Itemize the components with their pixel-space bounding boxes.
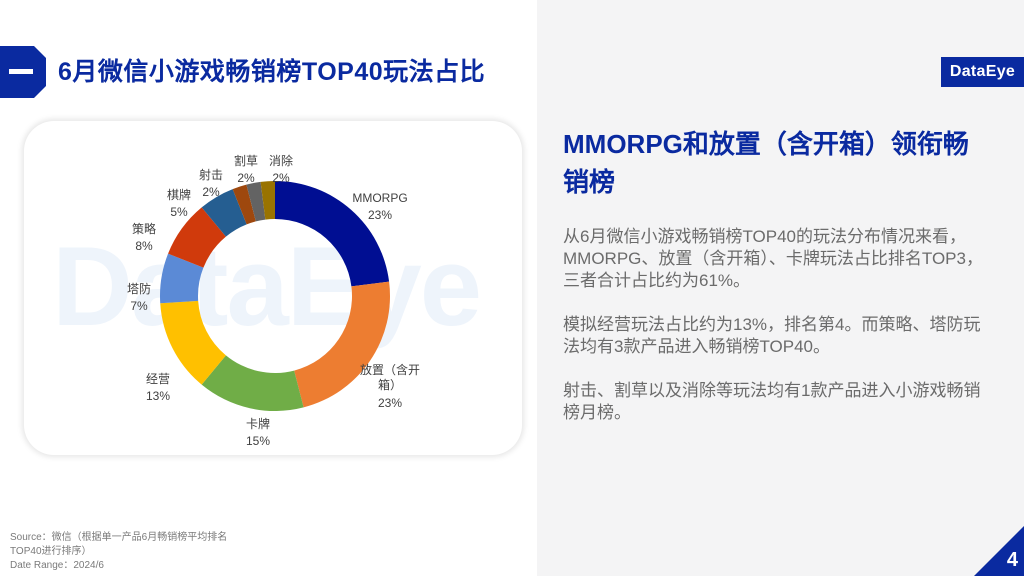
- svg-text:2%: 2%: [202, 185, 220, 199]
- svg-text:2%: 2%: [272, 171, 290, 185]
- svg-text:23%: 23%: [378, 396, 402, 410]
- donut-chart: MMORPG 23% 放置（含开箱） 23% 卡牌 15% 经营 13% 塔防 7% 策略 8% 棋牌 5…: [127, 153, 420, 448]
- source-line: TOP40进行排序）: [10, 546, 92, 557]
- donut-slice: [159, 253, 204, 304]
- svg-text:放置（含开: 放置（含开: [360, 362, 420, 377]
- svg-text:卡牌: 卡牌: [246, 417, 270, 431]
- svg-text:射击: 射击: [199, 167, 223, 182]
- dataeye-logo: DataEye: [941, 57, 1024, 87]
- donut-slice: [232, 184, 256, 225]
- svg-text:8%: 8%: [135, 239, 153, 253]
- svg-text:箱）: 箱）: [378, 377, 402, 392]
- data-label: MMORPG 23%: [352, 191, 407, 222]
- svg-text:消除: 消除: [269, 153, 293, 168]
- donut-slice: [294, 281, 391, 408]
- data-label: 塔防 7%: [127, 281, 151, 313]
- insight-body: 从6月微信小游戏畅销榜TOP40的玩法分布情况来看，MMORPG、放置（含开箱）…: [563, 226, 983, 446]
- data-label: 经营 13%: [146, 372, 170, 403]
- data-label: 割草 2%: [234, 153, 258, 185]
- svg-text:MMORPG: MMORPG: [352, 191, 407, 205]
- donut-slice: [260, 181, 275, 220]
- donut-slice: [160, 300, 226, 385]
- svg-text:棋牌: 棋牌: [167, 188, 191, 202]
- donut-slice: [168, 207, 226, 268]
- svg-text:2%: 2%: [237, 171, 255, 185]
- source-note: Source：微信（根据单一产品6月畅销榜平均排名 TOP40进行排序） Dat…: [10, 531, 270, 573]
- svg-text:23%: 23%: [368, 208, 392, 222]
- svg-text:塔防: 塔防: [127, 281, 151, 296]
- source-line: Source：微信（根据单一产品6月畅销榜平均排名: [10, 532, 228, 543]
- donut-slice: [246, 181, 266, 222]
- svg-text:割草: 割草: [234, 153, 258, 168]
- donut-slice: [201, 355, 304, 411]
- data-label: 消除 2%: [269, 153, 293, 185]
- insight-paragraph: 模拟经营玩法占比约为13%，排名第4。而策略、塔防玩法均有3款产品进入畅销榜TO…: [563, 315, 981, 356]
- donut-slice: [275, 181, 390, 287]
- page-title: 6月微信小游戏畅销榜TOP40玩法占比: [58, 58, 486, 86]
- svg-text:经营: 经营: [146, 372, 170, 386]
- svg-text:15%: 15%: [246, 434, 270, 448]
- page-corner: [974, 526, 1024, 576]
- data-label: 棋牌 5%: [167, 188, 191, 219]
- donut-slice: [201, 189, 247, 237]
- svg-text:5%: 5%: [170, 205, 188, 219]
- insight-headline: MMORPG和放置（含开箱）领衔畅销榜: [563, 129, 969, 197]
- svg-text:7%: 7%: [130, 299, 148, 313]
- insight-paragraph: 射击、割草以及消除等玩法均有1款产品进入小游戏畅销榜月榜。: [563, 381, 981, 422]
- date-range: Date Range：2024/6: [10, 560, 104, 571]
- insight-paragraph: 从6月微信小游戏畅销榜TOP40的玩法分布情况来看，MMORPG、放置（含开箱）…: [563, 227, 983, 290]
- minus-icon: [9, 69, 33, 74]
- svg-text:13%: 13%: [146, 389, 170, 403]
- svg-text:策略: 策略: [132, 221, 156, 236]
- data-label: 放置（含开箱） 23%: [360, 362, 420, 410]
- data-label: 策略 8%: [132, 221, 156, 253]
- watermark: DataEye: [52, 224, 482, 349]
- page-number: 4: [1006, 549, 1018, 571]
- data-label: 射击 2%: [199, 167, 223, 199]
- data-label: 卡牌 15%: [246, 417, 270, 448]
- insight-panel: [537, 0, 1024, 576]
- section-badge: [0, 46, 46, 98]
